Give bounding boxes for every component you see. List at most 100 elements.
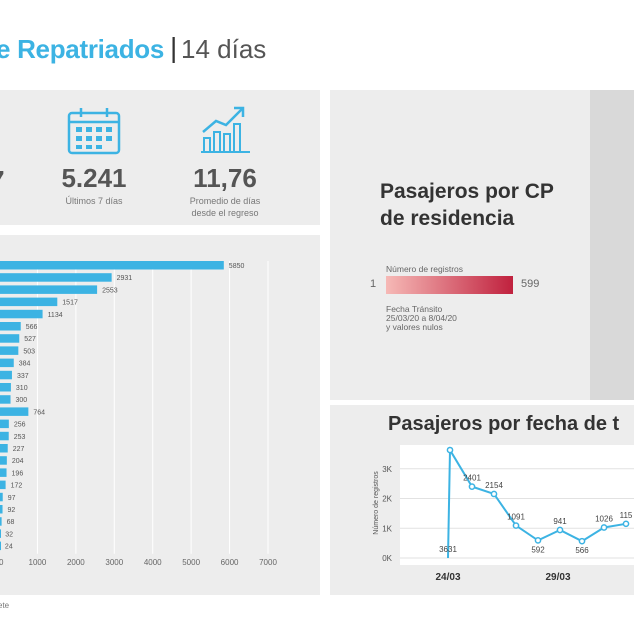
bar-value-label: 32 (5, 531, 13, 538)
line-y-tick-label: 2K (382, 495, 392, 504)
bar (0, 358, 14, 368)
bar-value-label: 97 (8, 495, 16, 502)
series-point (490, 490, 498, 498)
bar-x-tick-label: 5000 (182, 558, 200, 567)
growth-chart-icon (200, 104, 252, 159)
series-point (578, 537, 586, 545)
kpi-avg-days-caption-2: desde el regreso (191, 208, 259, 218)
bar-value-label: 227 (13, 446, 25, 453)
bar (0, 529, 1, 538)
point-value-label: 3631 (439, 545, 457, 554)
point-value-label: 566 (575, 546, 589, 555)
line-x-tick-label: 24/03 (435, 572, 460, 583)
bar-value-label: 384 (19, 361, 31, 368)
timeseries-title: Pasajeros por fecha de t (388, 413, 620, 435)
line-y-axis-label: Número de registros (373, 471, 380, 535)
bar-value-label: 2553 (102, 287, 118, 294)
bar (0, 517, 2, 526)
line-y-tick-label: 1K (382, 524, 392, 533)
bar-value-label: 310 (16, 385, 28, 392)
kpi-avg-days-value: 11,76 (193, 163, 257, 193)
title-separator: | (170, 32, 178, 63)
bar (0, 370, 12, 380)
bar-value-label: 1517 (62, 300, 78, 307)
bar (0, 505, 3, 514)
bar (0, 261, 224, 270)
cp-title-line-2: de residencia (380, 207, 515, 230)
bar-x-tick-label: 7000 (259, 558, 277, 567)
filter-label-1: Fecha Tránsito (386, 304, 443, 314)
bar (0, 395, 11, 404)
bar (0, 480, 6, 490)
bar (0, 383, 11, 392)
bar-value-label: 2931 (117, 275, 133, 282)
point-value-label: 1091 (507, 513, 525, 522)
filter-label-3: y valores nulos (386, 322, 443, 332)
legend-max: 599 (521, 278, 540, 290)
kpi-panel (0, 90, 320, 225)
bar-value-label: 1134 (48, 312, 63, 319)
color-legend-bar (386, 276, 513, 294)
legend-title: Número de registros (386, 264, 464, 274)
bar-x-tick-label: 6000 (221, 558, 239, 567)
kpi-last-7-days-value: 5.241 (61, 163, 127, 193)
cp-map-panel (330, 90, 634, 400)
bar (0, 346, 19, 355)
cp-title-line-1: Pasajeros por CP (380, 180, 554, 203)
line-x-tick-label: 29/03 (545, 572, 570, 583)
series-point (622, 520, 630, 528)
bar (0, 419, 9, 429)
bar (0, 492, 3, 502)
bar-value-label: 92 (8, 507, 16, 514)
point-value-label: 941 (553, 517, 567, 526)
bar (0, 468, 7, 477)
filter-label-2: 25/03/20 a 8/04/20 (386, 313, 457, 323)
kpi-partial-value: 7 (0, 165, 4, 196)
kpi-avg-days-caption-1: Promedio de días (189, 196, 261, 206)
dashboard-title: e Repatriados (0, 34, 165, 64)
bar-value-label: 527 (24, 336, 36, 343)
bar-value-label: 253 (14, 434, 26, 441)
bar (0, 273, 112, 282)
bar-x-tick-label: 2000 (67, 558, 85, 567)
bar (0, 407, 29, 416)
series-point (446, 446, 454, 454)
bar-x-tick-label: 0 (0, 558, 4, 567)
bar (0, 297, 58, 307)
series-point (600, 524, 608, 531)
series-point (556, 526, 564, 534)
bar-value-label: 566 (26, 324, 38, 331)
bar-value-label: 300 (16, 397, 28, 404)
footer-note: ete (0, 601, 10, 610)
bar (0, 541, 1, 551)
series-line (447, 446, 627, 559)
calendar-icon (67, 107, 121, 160)
point-value-label: 2154 (485, 481, 503, 490)
bar-value-label: 196 (12, 470, 24, 477)
bar-value-label: 5850 (229, 263, 245, 270)
legend-min: 1 (370, 278, 377, 290)
point-value-label: 2401 (463, 474, 481, 483)
point-value-label: 115 (620, 511, 633, 520)
bar-x-tick-label: 1000 (29, 558, 47, 567)
bar-value-label: 337 (17, 373, 29, 380)
bar-value-label: 172 (11, 483, 23, 490)
bar (0, 456, 7, 465)
bar (0, 322, 21, 331)
line-chart-area (400, 445, 634, 565)
kpi-last-7-days-caption: Últimos 7 días (65, 196, 123, 206)
bar-value-label: 764 (33, 409, 45, 416)
bar-chart: 0 1000 2000 3000 4000 5000 6000 7000 5850 2931 255… (0, 261, 277, 567)
bar (0, 444, 8, 453)
bar (0, 285, 98, 294)
bar-value-label: 256 (14, 422, 26, 429)
bar-value-label: 24 (5, 544, 13, 551)
bar-value-label: 204 (12, 458, 24, 465)
dashboard-subtitle: 14 días (181, 34, 267, 64)
bar-value-label: 68 (7, 519, 15, 526)
series-point (534, 537, 542, 544)
series-point (512, 522, 520, 529)
line-y-tick-label: 3K (382, 465, 392, 474)
bar (0, 334, 20, 343)
